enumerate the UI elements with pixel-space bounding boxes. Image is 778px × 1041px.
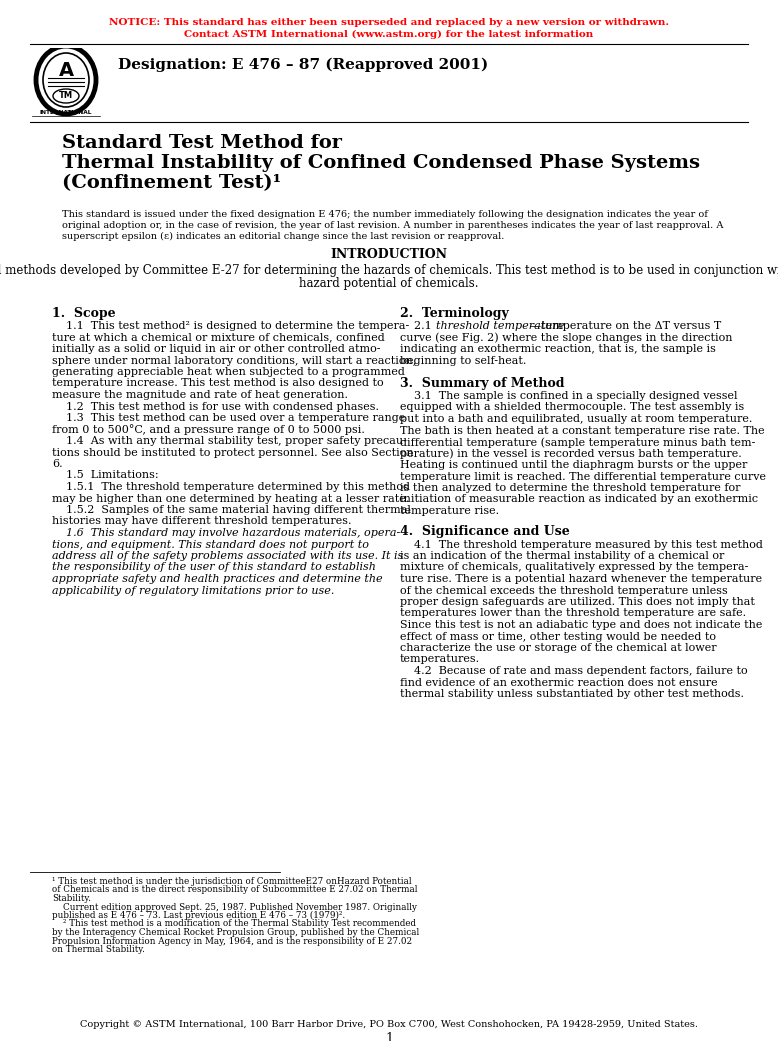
Text: perature) in the vessel is recorded versus bath temperature.: perature) in the vessel is recorded vers… <box>400 449 741 459</box>
Text: Stability.: Stability. <box>52 894 91 903</box>
Text: mixture of chemicals, qualitatively expressed by the tempera-: mixture of chemicals, qualitatively expr… <box>400 562 748 573</box>
Text: This standard is issued under the fixed designation E 476; the number immediatel: This standard is issued under the fixed … <box>62 210 708 219</box>
Text: proper design safeguards are utilized. This does not imply that: proper design safeguards are utilized. T… <box>400 596 755 607</box>
Text: sphere under normal laboratory conditions, will start a reaction,: sphere under normal laboratory condition… <box>52 355 416 365</box>
Text: equipped with a shielded thermocouple. The test assembly is: equipped with a shielded thermocouple. T… <box>400 403 745 412</box>
Text: tions should be instituted to protect personnel. See also Section: tions should be instituted to protect pe… <box>52 448 414 457</box>
Text: ture rise. There is a potential hazard whenever the temperature: ture rise. There is a potential hazard w… <box>400 574 762 584</box>
Text: Contact ASTM International (www.astm.org) for the latest information: Contact ASTM International (www.astm.org… <box>184 30 594 40</box>
Text: address all of the safety problems associated with its use. It is: address all of the safety problems assoc… <box>52 551 403 561</box>
Ellipse shape <box>43 53 89 107</box>
Text: 1: 1 <box>385 1032 393 1041</box>
Text: ture at which a chemical or mixture of chemicals, confined: ture at which a chemical or mixture of c… <box>52 332 385 342</box>
Text: Propulsion Information Agency in May, 1964, and is the responsibility of E 27.02: Propulsion Information Agency in May, 19… <box>52 937 412 945</box>
Text: from 0 to 500°C, and a pressure range of 0 to 5000 psi.: from 0 to 500°C, and a pressure range of… <box>52 425 365 435</box>
Text: temperature rise.: temperature rise. <box>400 506 499 516</box>
Text: temperatures lower than the threshold temperature are safe.: temperatures lower than the threshold te… <box>400 609 746 618</box>
Text: 3.1  The sample is confined in a specially designed vessel: 3.1 The sample is confined in a speciall… <box>400 391 738 401</box>
Text: 1.  Scope: 1. Scope <box>52 307 116 320</box>
Text: —temperature on the ΔT versus T: —temperature on the ΔT versus T <box>530 321 721 331</box>
Text: histories may have different threshold temperatures.: histories may have different threshold t… <box>52 516 352 527</box>
Text: may be higher than one determined by heating at a lesser rate.: may be higher than one determined by hea… <box>52 493 409 504</box>
Text: 1.6  This standard may involve hazardous materials, opera-: 1.6 This standard may involve hazardous … <box>52 528 400 538</box>
Text: original adoption or, in the case of revision, the year of last revision. A numb: original adoption or, in the case of rev… <box>62 221 724 230</box>
Text: measure the magnitude and rate of heat generation.: measure the magnitude and rate of heat g… <box>52 390 348 400</box>
Text: 1.5.2  Samples of the same material having different thermal: 1.5.2 Samples of the same material havin… <box>52 505 411 515</box>
Text: thermal stability unless substantiated by other test methods.: thermal stability unless substantiated b… <box>400 689 744 699</box>
Ellipse shape <box>53 88 79 103</box>
Text: put into a bath and equilibrated, usually at room temperature.: put into a bath and equilibrated, usuall… <box>400 414 752 424</box>
Text: is then analyzed to determine the threshold temperature for: is then analyzed to determine the thresh… <box>400 483 741 493</box>
Text: appropriate safety and health practices and determine the: appropriate safety and health practices … <box>52 574 383 584</box>
Text: on Thermal Stability.: on Thermal Stability. <box>52 945 145 954</box>
Text: initially as a solid or liquid in air or other controlled atmo-: initially as a solid or liquid in air or… <box>52 344 380 354</box>
Text: 4.2  Because of rate and mass dependent factors, failure to: 4.2 Because of rate and mass dependent f… <box>400 666 748 676</box>
Text: indicating an exothermic reaction, that is, the sample is: indicating an exothermic reaction, that … <box>400 344 716 354</box>
Text: differential temperature (sample temperature minus bath tem-: differential temperature (sample tempera… <box>400 437 755 448</box>
Text: Copyright © ASTM International, 100 Barr Harbor Drive, PO Box C700, West Conshoh: Copyright © ASTM International, 100 Barr… <box>80 1020 698 1029</box>
Text: generating appreciable heat when subjected to a programmed: generating appreciable heat when subject… <box>52 367 405 377</box>
Ellipse shape <box>36 46 96 115</box>
Text: ¹ This test method is under the jurisdiction of CommitteeE27 onHazard Potential: ¹ This test method is under the jurisdic… <box>52 877 412 886</box>
Text: NOTICE: This standard has either been superseded and replaced by a new version o: NOTICE: This standard has either been su… <box>109 18 669 27</box>
Text: initiation of measurable reaction as indicated by an exothermic: initiation of measurable reaction as ind… <box>400 494 758 505</box>
Text: temperature limit is reached. The differential temperature curve: temperature limit is reached. The differ… <box>400 472 766 482</box>
Text: INTERNATIONAL: INTERNATIONAL <box>40 110 92 116</box>
Text: by the Interagency Chemical Rocket Propulsion Group, published by the Chemical: by the Interagency Chemical Rocket Propu… <box>52 928 419 937</box>
Text: Current edition approved Sept. 25, 1987. Published November 1987. Originally: Current edition approved Sept. 25, 1987.… <box>52 903 417 912</box>
Text: temperatures.: temperatures. <box>400 655 480 664</box>
Text: 2.  Terminology: 2. Terminology <box>400 307 509 320</box>
Text: 1.4  As with any thermal stability test, proper safety precau-: 1.4 As with any thermal stability test, … <box>52 436 407 446</box>
Text: temperature increase. This test method is also designed to: temperature increase. This test method i… <box>52 379 384 388</box>
Text: superscript epsilon (ε) indicates an editorial change since the last revision or: superscript epsilon (ε) indicates an edi… <box>62 232 504 242</box>
Text: Since this test is not an adiabatic type and does not indicate the: Since this test is not an adiabatic type… <box>400 620 762 630</box>
Text: 3.  Summary of Method: 3. Summary of Method <box>400 377 565 390</box>
Text: 4.  Significance and Use: 4. Significance and Use <box>400 526 569 538</box>
Text: the responsibility of the user of this standard to establish: the responsibility of the user of this s… <box>52 562 376 573</box>
Text: tions, and equipment. This standard does not purport to: tions, and equipment. This standard does… <box>52 539 369 550</box>
Text: 1.5  Limitations:: 1.5 Limitations: <box>52 471 159 481</box>
Text: hazard potential of chemicals.: hazard potential of chemicals. <box>300 277 478 290</box>
Text: curve (see Fig. 2) where the slope changes in the direction: curve (see Fig. 2) where the slope chang… <box>400 332 733 344</box>
Text: published as E 476 – 73. Last previous edition E 476 – 73 (1979)².: published as E 476 – 73. Last previous e… <box>52 911 345 920</box>
Text: 1.5.1  The threshold temperature determined by this method: 1.5.1 The threshold temperature determin… <box>52 482 410 492</box>
Text: (Confinement Test)¹: (Confinement Test)¹ <box>62 174 281 192</box>
Text: ² This test method is a modification of the Thermal Stability Test recommended: ² This test method is a modification of … <box>52 919 416 929</box>
Text: effect of mass or time, other testing would be needed to: effect of mass or time, other testing wo… <box>400 632 716 641</box>
Text: 1.2  This test method is for use with condensed phases.: 1.2 This test method is for use with con… <box>52 402 379 411</box>
Text: Thermal Instability of Confined Condensed Phase Systems: Thermal Instability of Confined Condense… <box>62 154 700 172</box>
Text: 6.: 6. <box>52 459 62 469</box>
Text: Standard Test Method for: Standard Test Method for <box>62 134 342 152</box>
Text: applicability of regulatory limitations prior to use.: applicability of regulatory limitations … <box>52 585 335 595</box>
Text: The bath is then heated at a constant temperature rise rate. The: The bath is then heated at a constant te… <box>400 426 765 435</box>
Text: Heating is continued until the diaphragm bursts or the upper: Heating is continued until the diaphragm… <box>400 460 748 469</box>
Text: find evidence of an exothermic reaction does not ensure: find evidence of an exothermic reaction … <box>400 678 717 687</box>
Text: 1.1  This test method² is designed to determine the tempera-: 1.1 This test method² is designed to det… <box>52 321 409 331</box>
Text: 2.1: 2.1 <box>400 321 439 331</box>
Text: threshold temperature: threshold temperature <box>436 321 564 331</box>
Text: Designation: E 476 – 87 (Reapproved 2001): Designation: E 476 – 87 (Reapproved 2001… <box>118 58 489 73</box>
Text: beginning to self-heat.: beginning to self-heat. <box>400 355 527 365</box>
Text: of Chemicals and is the direct responsibility of Subcommittee E 27.02 on Thermal: of Chemicals and is the direct responsib… <box>52 886 418 894</box>
Text: characterize the use or storage of the chemical at lower: characterize the use or storage of the c… <box>400 643 717 653</box>
Text: This test method is one of several methods developed by Committee E-27 for deter: This test method is one of several metho… <box>0 264 778 277</box>
Text: 1.3  This test method can be used over a temperature range: 1.3 This test method can be used over a … <box>52 413 405 423</box>
Text: TM: TM <box>59 92 73 101</box>
Text: of the chemical exceeds the threshold temperature unless: of the chemical exceeds the threshold te… <box>400 585 727 595</box>
Text: is an indication of the thermal instability of a chemical or: is an indication of the thermal instabil… <box>400 551 724 561</box>
Text: INTRODUCTION: INTRODUCTION <box>331 248 447 261</box>
Text: 4.1  The threshold temperature measured by this test method: 4.1 The threshold temperature measured b… <box>400 539 763 550</box>
Text: A: A <box>58 60 74 79</box>
